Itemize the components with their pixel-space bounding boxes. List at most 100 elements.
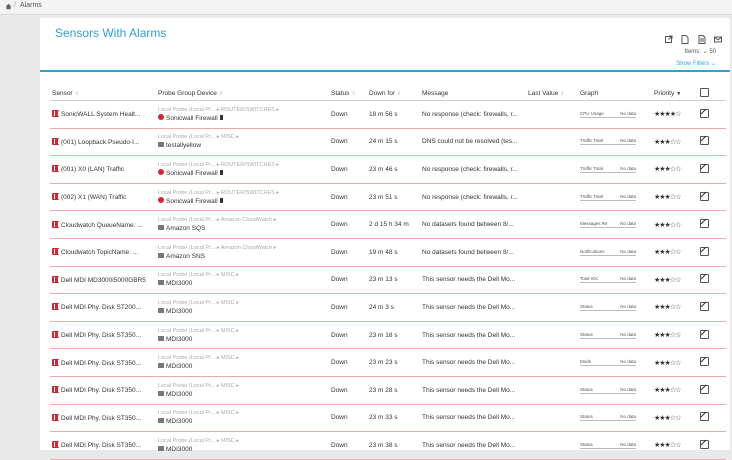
table-row[interactable]: Dell MDI Phy. Disk ST350... Local Probe (… — [50, 404, 726, 433]
probe-link[interactable]: Local Probe (Local Pr... — [158, 244, 216, 251]
priority-stars[interactable]: ★★★☆☆ — [654, 249, 681, 257]
priority-cell[interactable]: ★★★☆☆ — [652, 321, 698, 350]
probe-link[interactable]: Local Probe (Local Pr... — [158, 217, 216, 224]
probe-link[interactable]: Local Probe (Local Pr... — [158, 327, 216, 334]
probe-link[interactable]: Local Probe (Local Pr... — [158, 382, 216, 389]
pdf-icon[interactable] — [681, 31, 689, 44]
edit-cell[interactable] — [698, 155, 726, 184]
probe-link[interactable]: Local Probe (Local Pr... — [158, 106, 216, 113]
graph-cell[interactable]: Total IOs No data — [578, 266, 652, 295]
priority-stars[interactable]: ★★★★☆ — [654, 111, 681, 119]
sensor-cell[interactable]: (001) Loopback Pseudo-I... — [50, 128, 156, 157]
edit-icon[interactable] — [700, 219, 709, 229]
graph-cell[interactable]: CPU Usage No data — [578, 100, 652, 129]
sensor-name[interactable]: (002) X1 (WAN) Traffic — [61, 194, 127, 202]
external-link-icon[interactable] — [664, 31, 673, 43]
group-link[interactable]: MISC — [221, 382, 235, 389]
edit-cell[interactable] — [698, 321, 726, 350]
graph-cell[interactable]: Messages Re No data — [578, 210, 652, 239]
edit-icon[interactable] — [700, 136, 709, 146]
sensor-cell[interactable]: (002) X1 (WAN) Traffic — [50, 183, 156, 212]
sensor-cell[interactable]: Dell MDI MD3000i5000GBR5 — [50, 266, 156, 295]
graph-cell[interactable]: Traffic Total No data — [578, 155, 652, 184]
priority-stars[interactable]: ★★★☆☆ — [654, 414, 681, 422]
edit-cell[interactable] — [698, 293, 726, 322]
table-row[interactable]: SonicWALL System Healt... Local Probe (Lo… — [50, 100, 726, 129]
priority-cell[interactable]: ★★★☆☆ — [652, 210, 698, 239]
breadcrumb-alarms[interactable]: Alarms — [20, 2, 42, 9]
column-header-down-for[interactable]: Down for ⇳ — [367, 86, 420, 101]
graph-cell[interactable]: Status No data — [578, 431, 652, 460]
priority-cell[interactable]: ★★★☆☆ — [652, 155, 698, 184]
priority-cell[interactable]: ★★★☆☆ — [652, 348, 698, 377]
sensor-cell[interactable]: Dell MDI Phy. Disk ST350... — [50, 376, 156, 405]
edit-icon[interactable] — [700, 274, 709, 284]
sensor-cell[interactable]: Dell MDI Phy. Disk ST200... — [50, 293, 156, 322]
table-row[interactable]: (002) X1 (WAN) Traffic Local Probe (Local… — [50, 183, 726, 212]
device-link[interactable]: MDI3000 — [166, 335, 193, 343]
probe-link[interactable]: Local Probe (Local Pr... — [158, 355, 216, 362]
show-filters-link[interactable]: Show Filters ⌄ — [676, 61, 716, 67]
priority-stars[interactable]: ★★★☆☆ — [654, 276, 681, 284]
probe-link[interactable]: Local Probe (Local Pr... — [158, 410, 216, 417]
device-link[interactable]: Sonicwall Firewall — [166, 197, 218, 205]
edit-icon[interactable] — [700, 108, 709, 118]
edit-cell[interactable] — [698, 348, 726, 377]
edit-cell[interactable] — [698, 128, 726, 157]
sensor-name[interactable]: Dell MDI MD3000i5000GBR5 — [61, 276, 146, 284]
column-header-sensor[interactable]: Sensor ⇳ — [50, 86, 156, 101]
sensor-name[interactable]: SonicWALL System Healt... — [61, 111, 141, 119]
priority-cell[interactable]: ★★★☆☆ — [652, 183, 698, 212]
probe-link[interactable]: Local Probe (Local Pr... — [158, 134, 216, 141]
sensor-cell[interactable]: (001) X0 (LAN) Traffic — [50, 155, 156, 184]
group-link[interactable]: ROUTER/SWITCHES — [221, 106, 275, 113]
priority-stars[interactable]: ★★★☆☆ — [654, 387, 681, 395]
group-link[interactable]: Amazon CloudWatch — [220, 217, 273, 224]
sensor-cell[interactable]: Dell MDI Phy. Disk ST350... — [50, 321, 156, 350]
edit-cell[interactable] — [698, 210, 726, 239]
priority-cell[interactable]: ★★★☆☆ — [652, 266, 698, 295]
edit-cell[interactable] — [698, 404, 726, 433]
group-link[interactable]: MISC — [221, 272, 235, 279]
priority-stars[interactable]: ★★★☆☆ — [654, 166, 681, 174]
edit-icon[interactable] — [700, 246, 709, 256]
edit-icon[interactable] — [700, 301, 709, 311]
sensor-name[interactable]: Dell MDI Phy. Disk ST350... — [61, 387, 142, 395]
priority-stars[interactable]: ★★★☆☆ — [654, 332, 681, 340]
graph-cell[interactable]: Status No data — [578, 293, 652, 322]
priority-cell[interactable]: ★★★☆☆ — [652, 293, 698, 322]
probe-link[interactable]: Local Probe (Local Pr... — [158, 272, 216, 279]
priority-cell[interactable]: ★★★☆☆ — [652, 376, 698, 405]
sensor-name[interactable]: Dell MDI Phy. Disk ST350... — [61, 332, 142, 340]
column-header-priority[interactable]: Priority ▼ — [652, 86, 698, 101]
sensor-name[interactable]: Dell MDI Phy. Disk ST350... — [61, 359, 142, 367]
edit-icon[interactable] — [700, 191, 709, 201]
priority-cell[interactable]: ★★★☆☆ — [652, 404, 698, 433]
sensor-name[interactable]: (001) Loopback Pseudo-I... — [61, 138, 140, 146]
sensor-cell[interactable]: Dell MDI Phy. Disk ST350... — [50, 348, 156, 377]
probe-link[interactable]: Local Probe (Local Pr... — [158, 299, 216, 306]
device-link[interactable]: MDI3000 — [166, 418, 193, 426]
priority-cell[interactable]: ★★★★☆ — [652, 100, 698, 129]
device-link[interactable]: Sonicwall Firewall — [166, 114, 218, 122]
priority-cell[interactable]: ★★★☆☆ — [652, 431, 698, 460]
sensor-name[interactable]: Cloudwatch QueueName: ... — [61, 221, 143, 229]
table-row[interactable]: Dell MDI Phy. Disk ST350... Local Probe (… — [50, 431, 726, 460]
priority-stars[interactable]: ★★★☆☆ — [654, 304, 681, 312]
edit-cell[interactable] — [698, 266, 726, 295]
graph-cell[interactable]: Traffic Total No data — [578, 183, 652, 212]
device-link[interactable]: MDI3000 — [166, 307, 193, 315]
edit-cell[interactable] — [698, 183, 726, 212]
device-link[interactable]: MDI3000 — [166, 363, 193, 371]
graph-cell[interactable]: Notifications No data — [578, 238, 652, 267]
sensor-name[interactable]: Cloudwatch TopicName: ... — [61, 249, 139, 257]
column-header-edit[interactable] — [698, 86, 726, 101]
edit-cell[interactable] — [698, 431, 726, 460]
group-link[interactable]: MISC — [221, 134, 235, 141]
priority-stars[interactable]: ★★★☆☆ — [654, 194, 681, 202]
device-link[interactable]: testallyellow — [166, 142, 202, 150]
table-row[interactable]: (001) X0 (LAN) Traffic Local Probe (Local… — [50, 155, 726, 184]
group-link[interactable]: MISC — [221, 355, 235, 362]
graph-cell[interactable]: Mode No data — [578, 348, 652, 377]
group-link[interactable]: ROUTER/SWITCHES — [221, 189, 275, 196]
